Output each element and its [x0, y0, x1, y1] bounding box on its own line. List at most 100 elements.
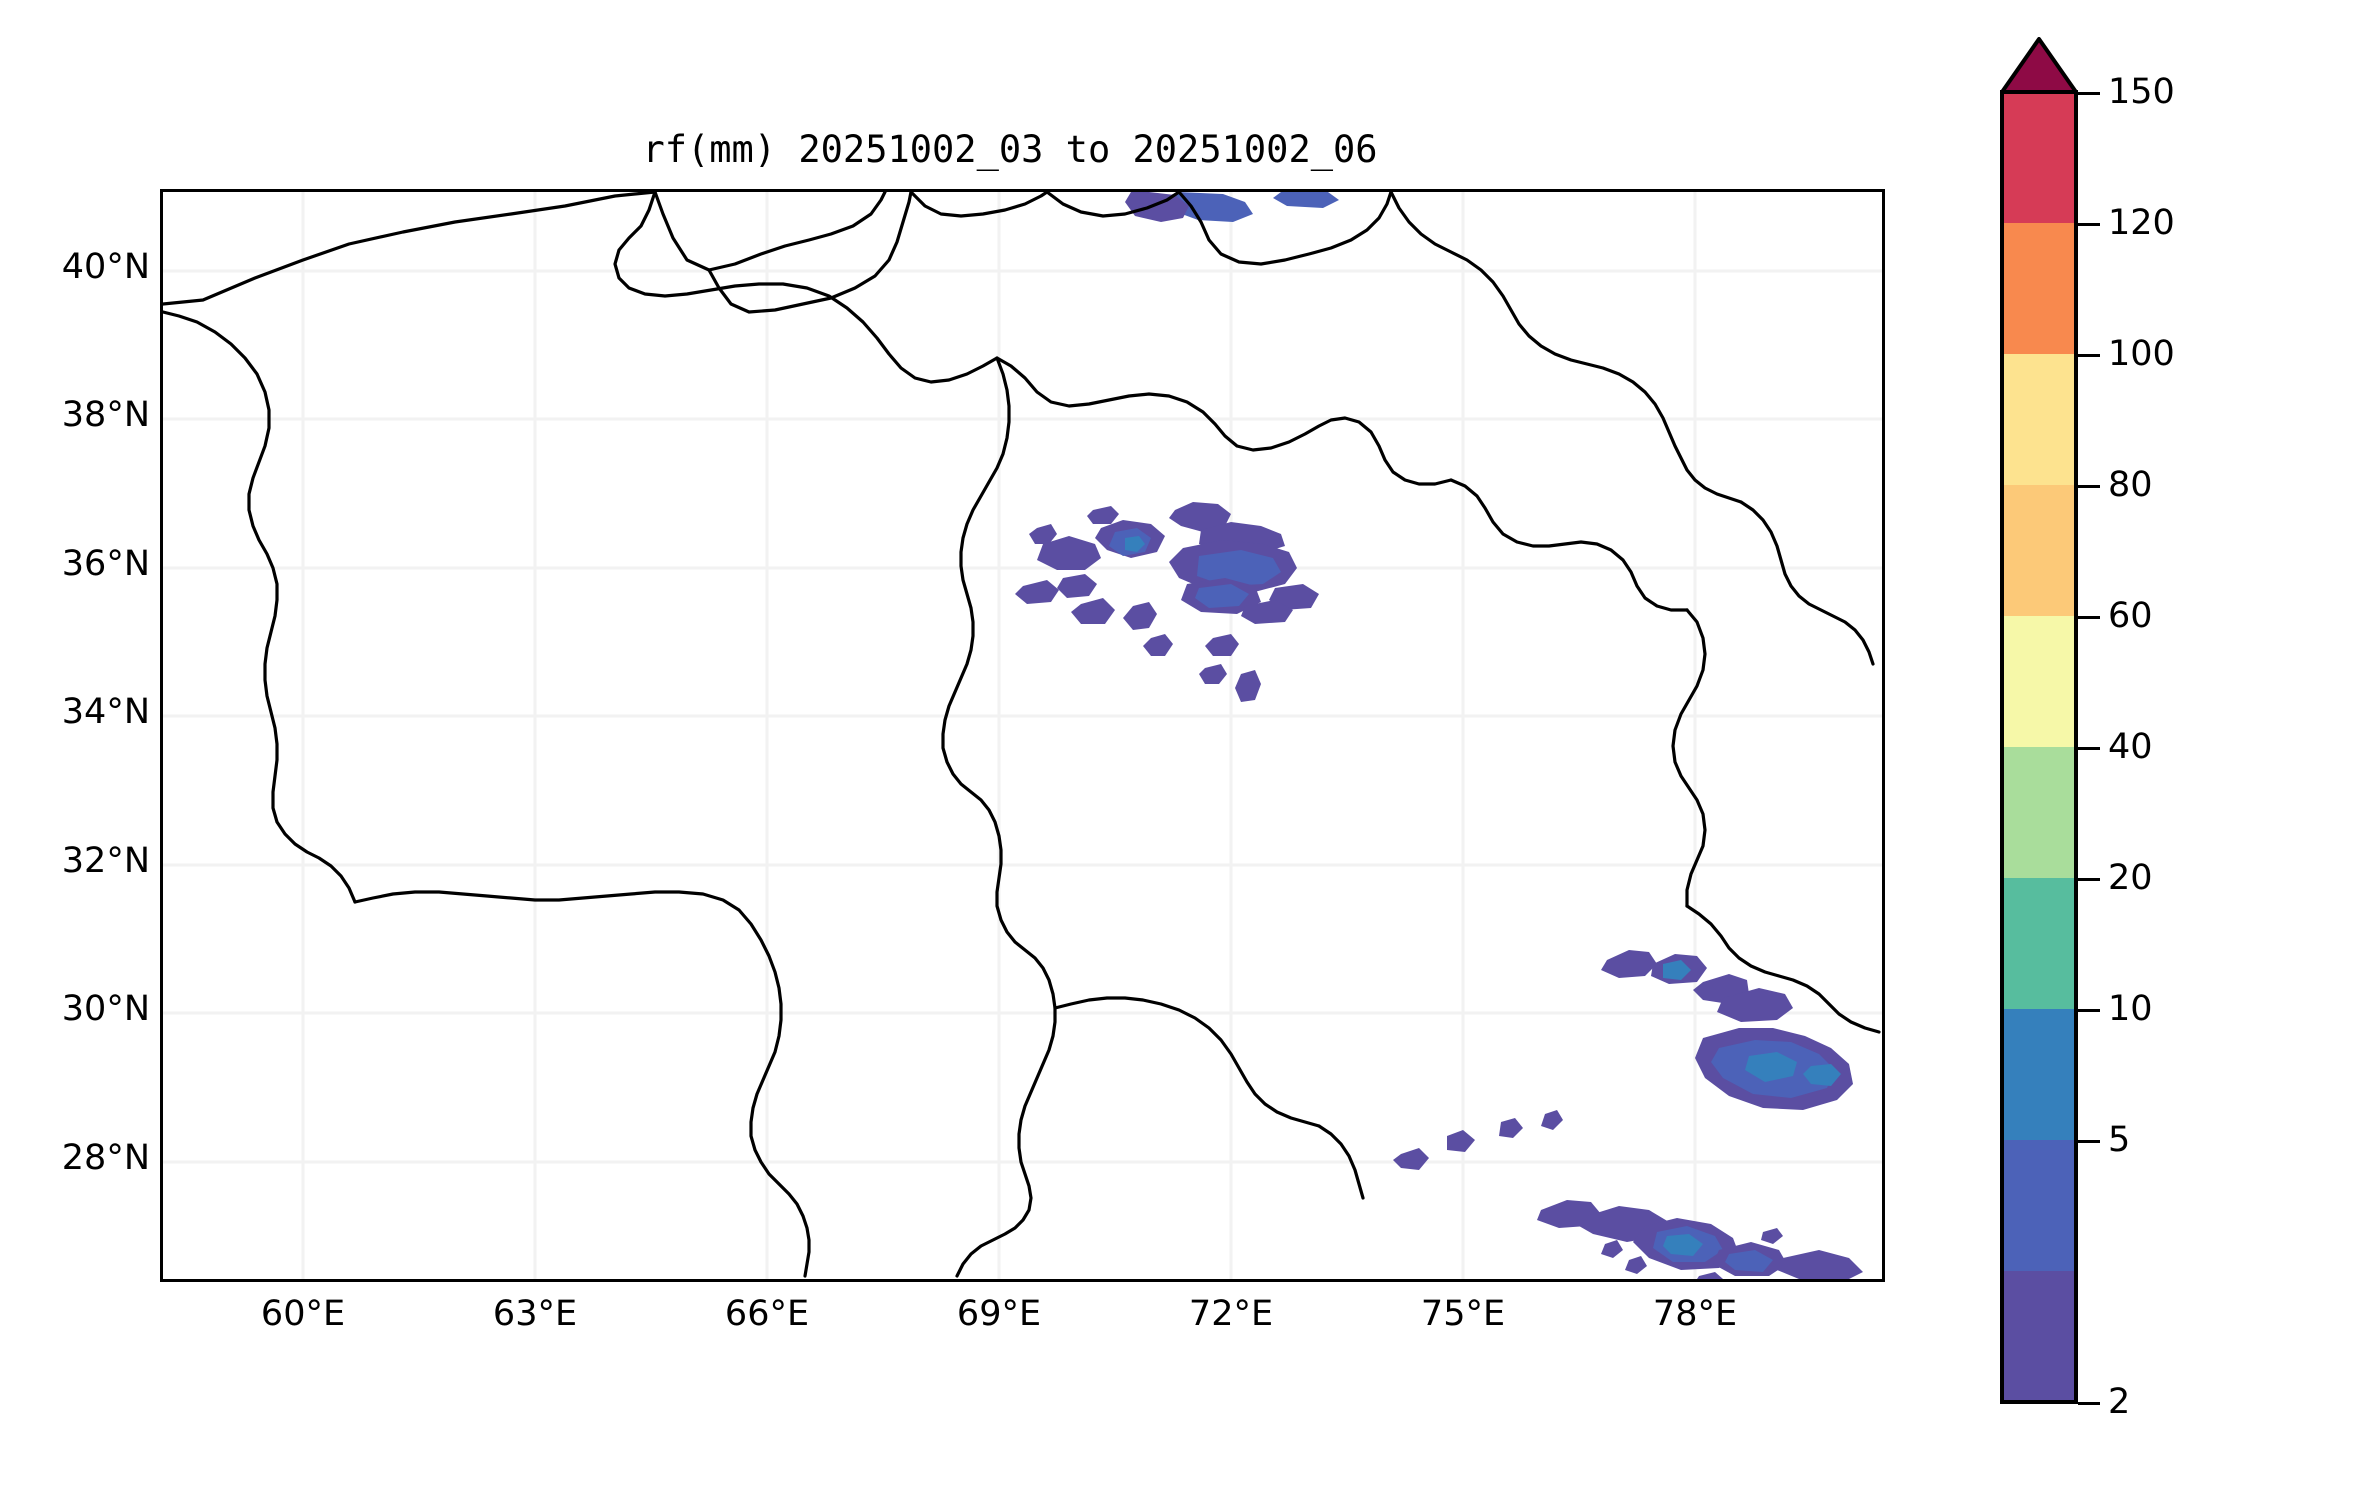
- border-tajikistan-kyrgyz: [909, 192, 1049, 218]
- rain-band-se-5: [1663, 1234, 1703, 1256]
- colorbar-band-80-100: [2002, 354, 2076, 485]
- colorbar-label-20: 20: [2108, 858, 2153, 898]
- rain-speck-4: [1541, 1110, 1563, 1130]
- rain-cluster-ne-21: [1087, 506, 1119, 524]
- rain-cluster-ne-4: [1037, 536, 1101, 570]
- border-iran-afghanistan: [163, 310, 357, 904]
- border-tajik-east: [1045, 192, 1181, 218]
- colorbar-label-2: 2: [2108, 1382, 2131, 1422]
- xtick-label-72E: 72°E: [1188, 1294, 1274, 1334]
- xtick-label-66E: 66°E: [724, 1294, 810, 1334]
- rain-band-se-8: [1777, 1250, 1863, 1279]
- colorbar-label-100: 100: [2108, 334, 2175, 374]
- colorbar-label-40: 40: [2108, 727, 2153, 767]
- ytick-label-36N: 36°N: [61, 544, 150, 584]
- colorbar-tick-5: [2078, 1140, 2100, 1143]
- colorbar-label-150: 150: [2108, 72, 2175, 112]
- colorbar-band-10-20: [2002, 878, 2076, 1009]
- border-china-tibet-east: [1739, 500, 1875, 666]
- border-india-ne: [1685, 904, 1881, 1034]
- colorbar-band-40-60: [2002, 616, 2076, 747]
- border-detail-pakistan-interior: [1317, 1124, 1365, 1200]
- colorbar-band-5-10: [2002, 1009, 2076, 1140]
- ytick-label-30N: 30°N: [61, 989, 150, 1029]
- colorbar-band-below-2: [2002, 1271, 2076, 1402]
- rain-cluster-ne-9: [1195, 584, 1249, 608]
- title-line-1: rf(mm) 20251002_03 to 20251002_06: [642, 128, 1378, 171]
- colorbar-tick-100: [2078, 354, 2100, 357]
- country-borders: [163, 192, 1881, 1278]
- colorbar-extend-arrow: [2000, 37, 2078, 94]
- ytick-label-28N: 28°N: [61, 1138, 150, 1178]
- map-plot-area: [160, 189, 1885, 1282]
- colorbar-tick-20: [2078, 878, 2100, 881]
- rain-band-ne-india-9: [1803, 1064, 1841, 1086]
- map-svg: [163, 192, 1882, 1279]
- gridlines: [163, 192, 1882, 1279]
- border-pakistan-india-se: [1053, 996, 1321, 1128]
- border-uzbekistan: [653, 192, 887, 272]
- colorbar-band-60-80: [2002, 485, 2076, 616]
- rain-cluster-ne-19: [1235, 670, 1261, 702]
- colorbar-tick-2: [2078, 1402, 2100, 1405]
- rainfall-contours: [1015, 192, 1863, 1279]
- rain-speck-2: [1447, 1130, 1475, 1152]
- rain-patch-north-band2: [1125, 192, 1189, 222]
- border-kashmir-north: [1449, 478, 1689, 612]
- border-durand-line: [941, 356, 1057, 1278]
- rain-cluster-ne-18: [1199, 664, 1227, 684]
- border-china-tibet: [1389, 192, 1743, 504]
- rain-speck-3: [1499, 1118, 1523, 1138]
- ytick-label-34N: 34°N: [61, 692, 150, 732]
- rain-cluster-ne-20: [1029, 524, 1057, 544]
- colorbar-band-2-5: [2002, 1140, 2076, 1271]
- colorbar-band-20-40: [2002, 747, 2076, 878]
- rain-speck-8: [1761, 1228, 1783, 1244]
- colorbar-label-5: 5: [2108, 1120, 2131, 1160]
- colorbar-label-80: 80: [2108, 465, 2153, 505]
- rain-band-ne-india-5: [1717, 988, 1793, 1022]
- rain-cluster-ne-1: [1169, 502, 1231, 532]
- rain-band-ne-india-8: [1745, 1052, 1797, 1082]
- colorbar-tick-40: [2078, 747, 2100, 750]
- border-kashmir-east: [1671, 608, 1707, 908]
- xtick-label-69E: 69°E: [956, 1294, 1042, 1334]
- rain-speck-1: [1393, 1148, 1429, 1170]
- colorbar-swatches: [2000, 37, 2078, 1404]
- rain-patch-north-b: [1273, 192, 1339, 208]
- rain-cluster-ne-12: [1071, 598, 1115, 624]
- colorbar-tick-150: [2078, 92, 2100, 95]
- ytick-label-38N: 38°N: [61, 395, 150, 435]
- xtick-label-75E: 75°E: [1420, 1294, 1506, 1334]
- border-turkmenistan-iran: [163, 192, 657, 306]
- colorbar-tick-120: [2078, 223, 2100, 226]
- rain-band-se-7: [1725, 1250, 1773, 1272]
- rain-cluster-ne-15: [1123, 602, 1157, 630]
- xtick-label-60E: 60°E: [260, 1294, 346, 1334]
- rain-cluster-ne-7: [1197, 550, 1281, 586]
- rain-speck-5: [1601, 1240, 1623, 1258]
- xtick-label-78E: 78°E: [1652, 1294, 1738, 1334]
- rain-band-ne-india-3: [1663, 960, 1691, 980]
- rain-cluster-ne-11: [1015, 580, 1059, 604]
- border-amudarya: [613, 192, 999, 384]
- colorbar-band-120-150: [2002, 92, 2076, 223]
- rain-band-ne-india-1: [1601, 950, 1657, 978]
- colorbar[interactable]: 150 120 100 80 60 40 20 10 5 2: [2000, 37, 2175, 1420]
- rain-cluster-ne-17: [1205, 634, 1239, 656]
- colorbar-tick-80: [2078, 485, 2100, 488]
- rain-speck-6: [1625, 1256, 1647, 1274]
- border-afghanistan-pakistan-sw: [353, 890, 811, 1278]
- ytick-label-40N: 40°N: [61, 247, 150, 287]
- colorbar-band-100-120: [2002, 223, 2076, 354]
- border-wakhan: [995, 356, 1453, 486]
- ytick-label-32N: 32°N: [61, 841, 150, 881]
- colorbar-tick-10: [2078, 1009, 2100, 1012]
- colorbar-label-60: 60: [2108, 596, 2153, 636]
- border-tajik-china: [1177, 192, 1393, 266]
- rain-cluster-ne-10: [1057, 574, 1097, 598]
- colorbar-tick-60: [2078, 616, 2100, 619]
- rain-speck-7: [1697, 1272, 1723, 1279]
- rain-cluster-ne-16: [1143, 634, 1173, 656]
